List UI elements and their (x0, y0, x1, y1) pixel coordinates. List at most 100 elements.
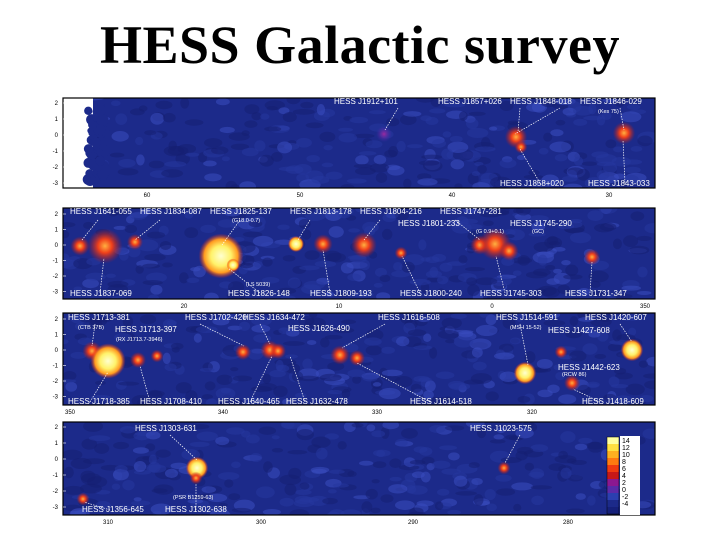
leader-line (259, 323, 271, 345)
counterpart-label: (LS 5039) (246, 282, 270, 288)
source-label: HESS J1420-607 (585, 313, 647, 322)
lon-tick-label: 20 (181, 304, 188, 310)
gamma-ray-source (620, 338, 644, 362)
lat-tick-label: -1 (53, 149, 59, 155)
color-scale-swatch (607, 465, 619, 472)
gamma-ray-source (612, 121, 636, 145)
leader-line (199, 323, 245, 347)
lon-tick-label: 60 (144, 193, 151, 199)
gamma-ray-source (564, 375, 580, 391)
map-noise (63, 98, 655, 188)
gamma-ray-source (584, 249, 600, 265)
source-label: HESS J1514-591 (496, 313, 558, 322)
lon-tick-label: 350 (640, 304, 651, 310)
leader-line (169, 434, 198, 461)
source-label: HESS J1640-465 (218, 397, 280, 406)
counterpart-label: (RCW 86) (562, 372, 587, 378)
gamma-ray-source (349, 350, 365, 366)
lat-tick-label: -1 (53, 259, 59, 265)
counterpart-label: (G 0.9+0.1) (476, 229, 504, 235)
gamma-ray-source (313, 234, 333, 254)
color-scale-swatch (607, 458, 619, 465)
lat-tick-label: 1 (55, 441, 59, 447)
lat-tick-label: -3 (53, 290, 59, 296)
lat-tick-label: -2 (53, 165, 59, 171)
source-label: HESS J1800-240 (400, 289, 462, 298)
gamma-ray-source (351, 232, 377, 258)
leader-line (495, 255, 506, 294)
source-label: HESS J1356-645 (82, 505, 144, 514)
source-label: HESS J1745-303 (480, 289, 542, 298)
lat-tick-label: -3 (53, 181, 59, 187)
source-label: HESS J1837-069 (70, 289, 132, 298)
gamma-ray-source (513, 361, 537, 385)
source-label: HESS J1702-420 (185, 313, 247, 322)
source-label: HESS J1745-290 (510, 219, 572, 228)
source-label: HESS J1626-490 (288, 324, 350, 333)
lat-tick-label: 1 (55, 228, 59, 234)
color-scale-swatch (607, 472, 619, 479)
lon-tick-label: 330 (372, 410, 383, 416)
gamma-ray-source (514, 140, 528, 154)
source-label: HESS J1713-381 (68, 313, 130, 322)
slide-title: HESS Galactic survey (100, 15, 620, 75)
leader-line (227, 267, 261, 294)
gamma-ray-source (130, 352, 146, 368)
lon-tick-label: 320 (527, 410, 538, 416)
gamma-ray-source (127, 234, 143, 250)
lat-tick-label: 0 (55, 348, 59, 354)
source-label: HESS J1418-609 (582, 397, 644, 406)
source-label: HESS J1843-033 (588, 179, 650, 188)
counterpart-label: (PSR B1259-63) (173, 495, 214, 501)
source-label: HESS J1809-193 (310, 289, 372, 298)
lon-tick-label: 50 (297, 193, 304, 199)
source-label: HESS J1801-233 (398, 219, 460, 228)
leader-line (572, 388, 601, 403)
lon-tick-label: 290 (408, 520, 419, 526)
lat-tick-label: -3 (53, 395, 59, 401)
color-scale-swatch (607, 451, 619, 458)
source-label: HESS J1825-137 (210, 207, 272, 216)
survey-panel-3: 2 1 0 -1 -2 -3 350 340 330 320 HESS J1713-381 HESS … (53, 312, 656, 416)
source-label: HESS J1641-055 (70, 207, 132, 216)
gamma-ray-source (90, 343, 126, 379)
lat-tick-label: 0 (55, 133, 59, 139)
source-label: HESS J1632-478 (286, 397, 348, 406)
gamma-ray-source (150, 349, 164, 363)
source-label: HESS J1713-397 (115, 325, 177, 334)
counterpart-label: (CTB 37B) (78, 325, 104, 331)
color-scale-swatch (607, 486, 619, 493)
source-label: HESS J1442-623 (558, 363, 620, 372)
source-label: HESS J1857+026 (438, 97, 502, 106)
panel-frame (62, 312, 656, 406)
leader-line (341, 323, 386, 349)
survey-panel-1: 2 1 0 -1 -2 -3 60 50 40 30 HESS J1912+101 HESS J185… (53, 97, 656, 199)
color-scale-tick: -4 (622, 501, 628, 508)
color-scale-swatch (607, 507, 619, 514)
leader-line (89, 371, 109, 403)
lon-tick-label: 340 (218, 410, 229, 416)
panel-frame (62, 97, 656, 189)
gamma-ray-source (554, 345, 568, 359)
lat-tick-label: 2 (55, 317, 59, 323)
gamma-ray-source (70, 236, 90, 256)
leader-line (619, 107, 625, 131)
counterpart-label: (MSH 15-52) (510, 325, 542, 331)
leader-line (297, 219, 311, 241)
lat-tick-label: 1 (55, 333, 59, 339)
source-label: HESS J1848-018 (510, 97, 572, 106)
gamma-ray-source (189, 471, 203, 485)
lon-tick-label: 300 (256, 520, 267, 526)
map-noise (63, 313, 655, 405)
leader-line (249, 355, 273, 403)
leader-line (401, 255, 421, 294)
gamma-ray-source (499, 241, 519, 261)
leader-line (619, 323, 633, 343)
leader-line (139, 365, 151, 403)
leader-line (519, 148, 541, 184)
panel-frame (62, 207, 656, 300)
source-label: HESS J1813-178 (290, 207, 352, 216)
